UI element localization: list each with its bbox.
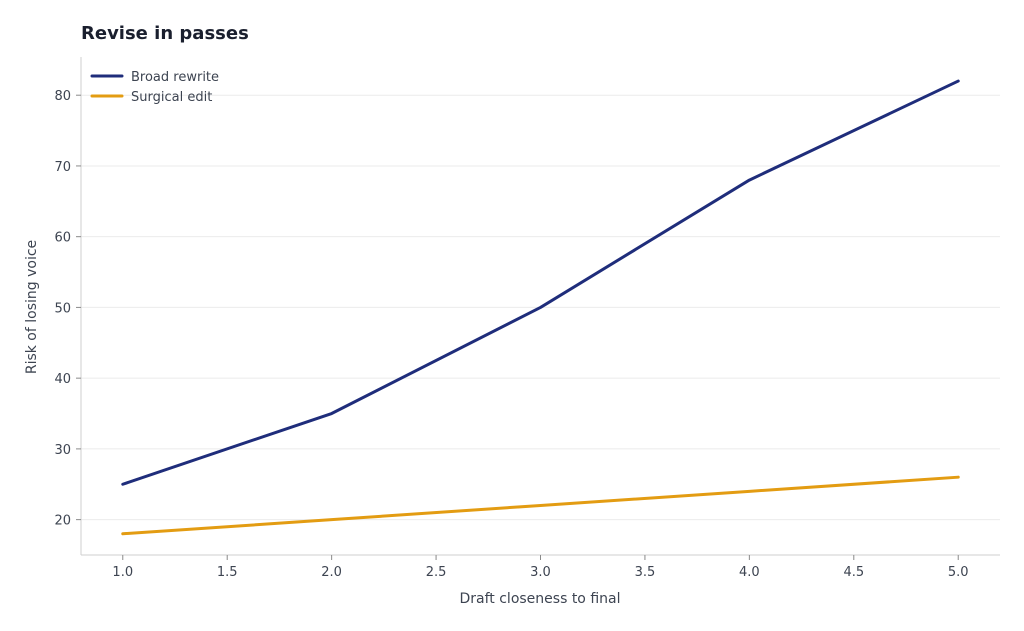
x-tick-label-1.0: 1.0 <box>112 565 133 580</box>
x-tick-label-3.5: 3.5 <box>635 565 656 580</box>
series-line-surgical-edit <box>121 475 960 536</box>
y-axis-label: Risk of losing voice <box>24 240 40 374</box>
chart-title: Revise in passes <box>81 23 249 44</box>
x-tick-label-1.5: 1.5 <box>217 565 238 580</box>
x-tick-label-2.5: 2.5 <box>426 565 447 580</box>
y-tick-label-40: 40 <box>54 372 71 387</box>
x-tick-label-3.0: 3.0 <box>530 565 551 580</box>
y-tick-label-80: 80 <box>54 89 71 104</box>
x-tick-label-4.5: 4.5 <box>843 565 864 580</box>
legend-label-broad-rewrite: Broad rewrite <box>131 70 219 85</box>
y-tick-label-70: 70 <box>54 160 71 175</box>
series-lines <box>121 79 960 536</box>
y-axis-ticks: 20 30 40 50 60 70 80 <box>54 89 81 529</box>
legend-label-surgical-edit: Surgical edit <box>131 90 212 105</box>
y-tick-label-60: 60 <box>54 231 71 246</box>
y-tick-label-20: 20 <box>54 514 71 529</box>
y-tick-label-30: 30 <box>54 443 71 458</box>
grid-lines <box>81 94 1000 521</box>
x-tick-label-5.0: 5.0 <box>948 565 969 580</box>
series-line-broad-rewrite <box>121 79 960 486</box>
x-axis-label: Draft closeness to final <box>460 591 621 607</box>
x-tick-label-2.0: 2.0 <box>321 565 342 580</box>
x-tick-label-4.0: 4.0 <box>739 565 760 580</box>
legend: Broad rewrite Surgical edit <box>90 70 219 105</box>
y-tick-label-50: 50 <box>54 301 71 316</box>
x-axis-ticks: 1.0 1.5 2.0 2.5 3.0 3.5 4.0 4.5 5.0 <box>112 555 969 580</box>
